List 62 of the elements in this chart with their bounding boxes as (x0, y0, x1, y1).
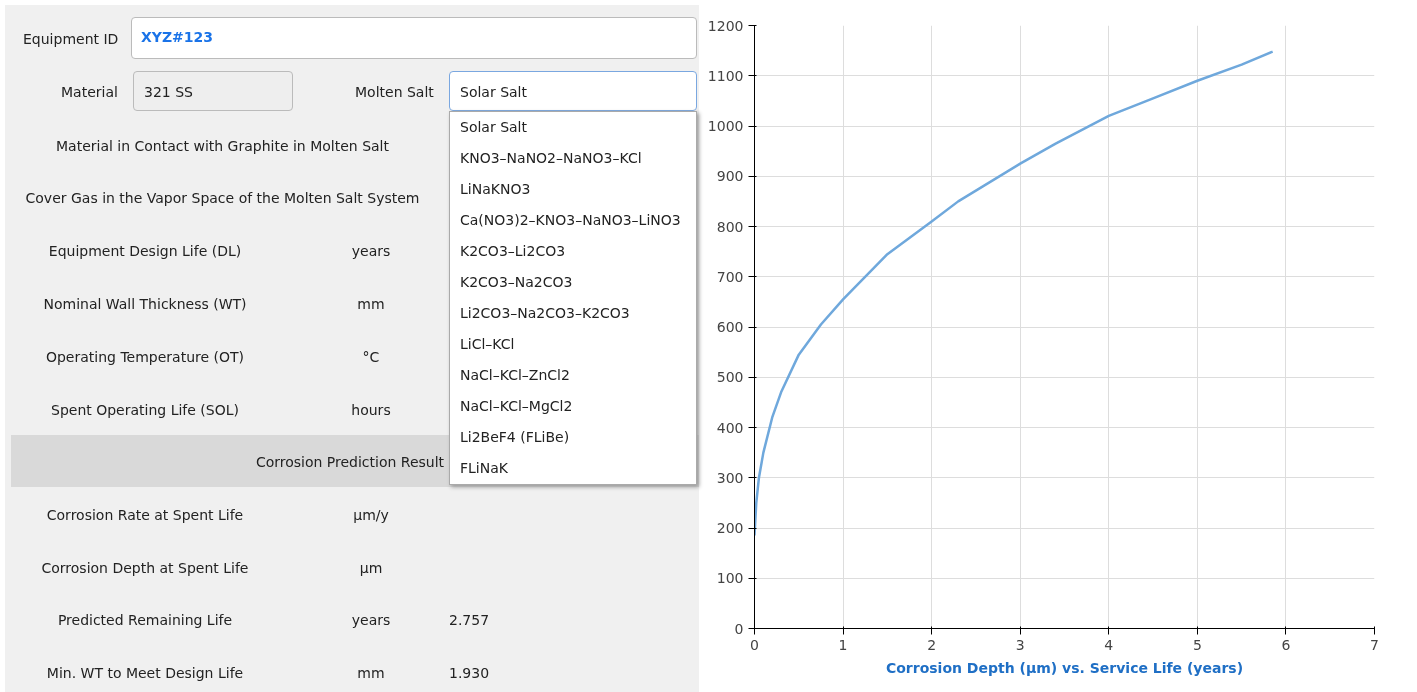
y-tick-label: 1000 (707, 118, 744, 134)
line-series (754, 50, 1274, 537)
text: NaCl–KCl–ZnCl2 (459, 366, 571, 385)
text: Corrosion Depth at Spent Life (40, 559, 250, 578)
text: Material in Contact with Graphite in Molten Salt (55, 137, 390, 156)
text: Min. WT to Meet Design Life (45, 664, 245, 683)
text: Corrosion Depth (µm) vs. Service Life (years) (885, 659, 1244, 676)
text: Li2CO3–Na2CO3–K2CO3 (459, 304, 631, 323)
text: Corrosion Prediction Result (255, 454, 445, 470)
text: Solar Salt (459, 118, 528, 137)
x-tick-label: 0 (750, 636, 759, 653)
text: Li2BeF4 (FLiBe) (459, 428, 571, 447)
text: XYZ#123 (131, 17, 697, 59)
y-tick-label: 100 (716, 570, 744, 587)
text: 1.930 (449, 664, 490, 683)
y-tick-label: 200 (716, 520, 744, 536)
text: Ca(NO3)2–KNO3–NaNO3–LiNO3 (459, 211, 682, 230)
text: Equipment Design Life (DL) (47, 242, 243, 261)
text: K2CO3–Li2CO3 (459, 242, 567, 261)
x-tick-label: 2 (927, 636, 937, 653)
x-tick-label: 4 (1104, 636, 1114, 653)
text: LiCl–KCl (459, 335, 516, 354)
text: years (350, 611, 392, 630)
text: Molten Salt (355, 83, 434, 102)
text: Corrosion Rate at Spent Life (45, 506, 245, 525)
x-tick-label: 6 (1281, 636, 1291, 653)
x-tick-label: 7 (1370, 636, 1379, 653)
text: mm (356, 295, 386, 314)
text: FLiNaK (459, 459, 509, 478)
y-tick-label: 400 (716, 419, 744, 436)
text: mm (356, 664, 386, 683)
y-tick-label: 1200 (707, 17, 744, 34)
x-tick-label: 5 (1192, 636, 1202, 653)
text: Nominal Wall Thickness (WT) (42, 295, 248, 314)
text: hours (350, 401, 392, 420)
x-tick-label: 3 (1015, 636, 1025, 653)
x-tick-label: 1 (838, 636, 848, 653)
y-tick-label: 0 (734, 620, 744, 637)
y-tick-label: 900 (716, 168, 744, 185)
text: years (350, 242, 392, 261)
text: Solar Salt (449, 71, 697, 111)
text: 2.757 (449, 611, 490, 630)
y-tick-label: 300 (716, 469, 744, 486)
text: °C (361, 348, 381, 367)
text: µm/y (352, 506, 390, 525)
text: Cover Gas in the Vapor Space of the Molten Salt System (24, 189, 421, 208)
y-tick-label: 800 (716, 218, 744, 235)
y-tick-label: 600 (716, 319, 744, 335)
y-tick-label: 500 (716, 369, 744, 386)
text: KNO3–NaNO2–NaNO3–KCl (459, 149, 643, 168)
text: LiNaKNO3 (459, 180, 532, 199)
text: Spent Operating Life (SOL) (50, 401, 240, 420)
text: Material (61, 83, 118, 102)
y-tick-label: 700 (716, 268, 744, 285)
text: Predicted Remaining Life (56, 611, 234, 630)
text: 321 SS (133, 71, 293, 111)
y-tick-label: 1100 (707, 67, 744, 84)
text: NaCl–KCl–MgCl2 (459, 397, 574, 416)
text: Equipment ID (23, 30, 119, 49)
text: µm (358, 559, 384, 578)
text: K2CO3–Na2CO3 (459, 273, 574, 292)
text: Operating Temperature (OT) (44, 348, 246, 367)
